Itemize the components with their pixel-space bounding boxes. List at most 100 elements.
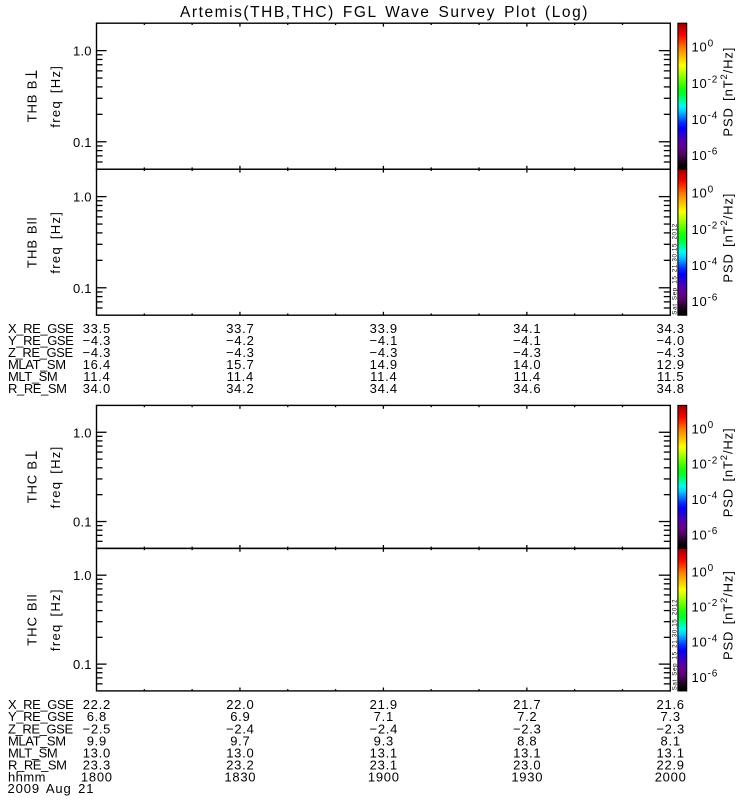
svg-text:−4.3: −4.3: [226, 345, 255, 360]
svg-text:freq [Hz]: freq [Hz]: [48, 65, 63, 128]
svg-text:0.1: 0.1: [73, 657, 92, 672]
svg-text:PSD [nT2/Hz]: PSD [nT2/Hz]: [719, 47, 735, 137]
svg-text:34.8: 34.8: [657, 381, 685, 396]
svg-text:PSD [nT2/Hz]: PSD [nT2/Hz]: [719, 570, 735, 660]
svg-text:−4.3: −4.3: [83, 345, 112, 360]
svg-text:THC Bll: THC Bll: [24, 593, 39, 645]
svg-text:2009 Aug 21: 2009 Aug 21: [8, 781, 95, 796]
svg-text:2000: 2000: [655, 769, 687, 784]
svg-text:6.9: 6.9: [230, 709, 250, 724]
svg-text:34.1: 34.1: [513, 321, 541, 336]
svg-text:22.9: 22.9: [657, 757, 685, 772]
svg-text:Y_RE_GSE: Y_RE_GSE: [8, 333, 74, 348]
svg-text:9.9: 9.9: [87, 733, 107, 748]
svg-text:1.0: 1.0: [73, 44, 92, 59]
svg-text:0.1: 0.1: [73, 281, 92, 296]
svg-text:13.1: 13.1: [657, 745, 685, 760]
svg-text:11.4: 11.4: [83, 369, 110, 384]
svg-text:Z_RE_GSE: Z_RE_GSE: [8, 345, 73, 360]
svg-text:9.3: 9.3: [374, 733, 394, 748]
svg-text:−2.4: −2.4: [370, 721, 399, 736]
svg-text:MLT_SM: MLT_SM: [8, 745, 57, 760]
svg-text:−2.3: −2.3: [656, 721, 685, 736]
svg-text:−4.1: −4.1: [370, 333, 399, 348]
svg-text:−4.1: −4.1: [513, 333, 542, 348]
svg-text:MLAT_SM: MLAT_SM: [8, 733, 66, 748]
svg-text:PSD [nT2/Hz]: PSD [nT2/Hz]: [719, 428, 735, 518]
svg-text:13.0: 13.0: [226, 745, 254, 760]
svg-text:1900: 1900: [368, 769, 400, 784]
svg-text:22.0: 22.0: [226, 697, 254, 712]
svg-text:13.0: 13.0: [83, 745, 111, 760]
svg-text:R_RE_SM: R_RE_SM: [8, 381, 67, 396]
svg-text:−4.3: −4.3: [83, 333, 112, 348]
svg-text:8.1: 8.1: [661, 733, 681, 748]
svg-text:8.8: 8.8: [517, 733, 537, 748]
svg-text:1.0: 1.0: [73, 190, 92, 205]
svg-text:13.1: 13.1: [513, 745, 541, 760]
svg-text:16.4: 16.4: [83, 357, 111, 372]
svg-text:21.6: 21.6: [657, 697, 685, 712]
svg-text:6.8: 6.8: [87, 709, 107, 724]
svg-text:R_RE_SM: R_RE_SM: [8, 757, 67, 772]
svg-text:freq [Hz]: freq [Hz]: [48, 588, 63, 651]
svg-text:23.2: 23.2: [226, 757, 254, 772]
svg-text:33.5: 33.5: [83, 321, 111, 336]
svg-text:Y_RE_GSE: Y_RE_GSE: [8, 709, 74, 724]
svg-text:−4.3: −4.3: [513, 345, 542, 360]
svg-text:Artemis(THB,THC) FGL Wave Surv: Artemis(THB,THC) FGL Wave Survey Plot (L…: [180, 4, 589, 21]
svg-text:9.7: 9.7: [230, 733, 250, 748]
svg-text:33.9: 33.9: [370, 321, 398, 336]
svg-text:34.2: 34.2: [226, 381, 254, 396]
svg-text:33.7: 33.7: [226, 321, 254, 336]
svg-text:THC B: THC B: [24, 460, 39, 503]
svg-text:11.4: 11.4: [227, 369, 254, 384]
svg-text:1.0: 1.0: [73, 568, 92, 583]
svg-text:0.1: 0.1: [73, 135, 92, 150]
svg-text:freq [Hz]: freq [Hz]: [48, 211, 63, 274]
svg-text:23.0: 23.0: [513, 757, 541, 772]
svg-text:X_RE_GSE: X_RE_GSE: [8, 697, 74, 712]
svg-text:freq [Hz]: freq [Hz]: [48, 445, 63, 508]
svg-text:21.9: 21.9: [370, 697, 398, 712]
svg-text:1800: 1800: [81, 769, 113, 784]
svg-text:34.6: 34.6: [513, 381, 541, 396]
svg-text:7.3: 7.3: [661, 709, 681, 724]
svg-text:THB Bll: THB Bll: [24, 216, 39, 268]
svg-text:−4.3: −4.3: [656, 345, 685, 360]
svg-text:12.9: 12.9: [657, 357, 685, 372]
svg-text:−4.3: −4.3: [370, 345, 399, 360]
svg-text:1830: 1830: [224, 769, 256, 784]
svg-text:−2.3: −2.3: [513, 721, 542, 736]
svg-text:14.9: 14.9: [370, 357, 398, 372]
svg-text:1930: 1930: [511, 769, 543, 784]
svg-text:0.1: 0.1: [73, 515, 92, 530]
svg-text:11.5: 11.5: [657, 369, 684, 384]
svg-text:Sat Sep 15 21:30:15 2012: Sat Sep 15 21:30:15 2012: [672, 223, 679, 315]
svg-text:13.1: 13.1: [370, 745, 398, 760]
svg-text:11.4: 11.4: [514, 369, 541, 384]
svg-text:14.0: 14.0: [513, 357, 541, 372]
svg-text:hhmm: hhmm: [8, 769, 46, 784]
svg-text:23.1: 23.1: [370, 757, 398, 772]
svg-text:MLAT_SM: MLAT_SM: [8, 357, 66, 372]
svg-text:−4.2: −4.2: [226, 333, 255, 348]
svg-text:−2.4: −2.4: [226, 721, 255, 736]
svg-text:Sat Sep 15 21:30:15 2012: Sat Sep 15 21:30:15 2012: [672, 599, 679, 691]
svg-text:X_RE_GSE: X_RE_GSE: [8, 321, 74, 336]
svg-text:1.0: 1.0: [73, 425, 92, 440]
svg-text:23.3: 23.3: [83, 757, 111, 772]
svg-text:PSD [nT2/Hz]: PSD [nT2/Hz]: [719, 193, 735, 283]
svg-text:MLT_SM: MLT_SM: [8, 369, 57, 384]
svg-text:34.0: 34.0: [83, 381, 111, 396]
svg-text:−4.0: −4.0: [656, 333, 685, 348]
svg-text:7.2: 7.2: [517, 709, 537, 724]
svg-text:34.4: 34.4: [370, 381, 398, 396]
svg-text:34.3: 34.3: [657, 321, 685, 336]
svg-text:11.4: 11.4: [370, 369, 397, 384]
svg-text:22.2: 22.2: [83, 697, 111, 712]
svg-text:Z_RE_GSE: Z_RE_GSE: [8, 721, 73, 736]
svg-text:21.7: 21.7: [513, 697, 541, 712]
svg-text:THB B: THB B: [24, 80, 39, 122]
svg-text:15.7: 15.7: [226, 357, 254, 372]
